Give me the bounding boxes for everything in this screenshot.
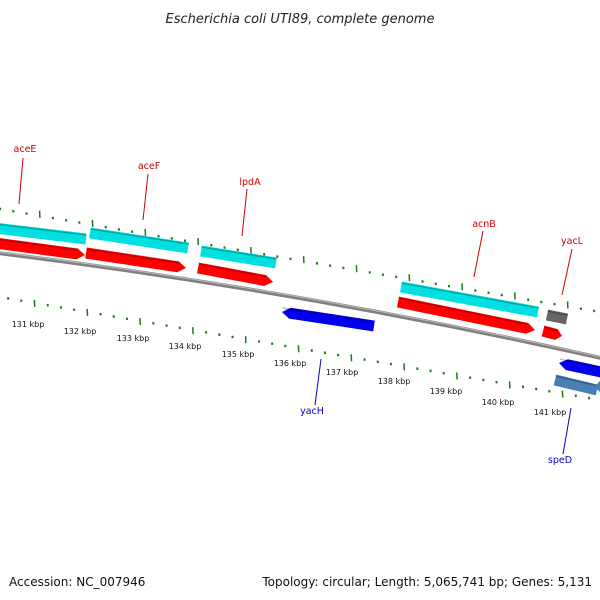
gene-leader-line: [241, 188, 248, 237]
gene-label: yacH: [300, 406, 324, 417]
gene-label: aceE: [14, 144, 37, 155]
cds-feature: [196, 262, 273, 286]
tick-label: 140 kbp: [482, 398, 515, 407]
gene-label: aceF: [138, 161, 160, 172]
tick-label: 137 kbp: [326, 368, 359, 377]
gene-leader-line: [473, 230, 484, 278]
tick-label: 139 kbp: [430, 387, 463, 396]
topology-text: Topology: circular; Length: 5,065,741 bp…: [261, 575, 592, 589]
genome-backbone-highlight: [0, 251, 600, 358]
gene-label: speD: [548, 455, 572, 466]
gene-label: acnB: [472, 219, 496, 230]
tick-label: 135 kbp: [222, 350, 255, 359]
accession-text: Accession: NC_007946: [9, 575, 145, 589]
tick-label-track: 131 kbp 132 kbp 133 kbp 134 kbp 135 kbp 136 k…: [12, 320, 567, 417]
feature-track: [0, 223, 600, 396]
gene-feature: [89, 227, 189, 254]
gene-leader-line: [314, 358, 322, 406]
tick-label: 131 kbp: [12, 320, 45, 329]
tick-label: 141 kbp: [534, 408, 567, 417]
cds-feature: [0, 238, 85, 260]
tick-label: 134 kbp: [169, 342, 202, 351]
tick-label: 132 kbp: [64, 327, 97, 336]
gene-feature: [545, 309, 569, 325]
outer-tick-track: [0, 207, 596, 313]
gene-leader-line: [561, 248, 573, 296]
gene-feature: [200, 245, 277, 269]
gene-label-track: aceE aceF lpdA acnB yacL yacH speD: [14, 144, 584, 466]
cds-feature: [541, 325, 562, 340]
cds-feature: [282, 307, 375, 332]
cds-feature: [559, 358, 600, 378]
cds-feature: [396, 296, 535, 334]
gene-leader-line: [562, 407, 572, 455]
gene-feature: [553, 374, 599, 396]
tick-label: 138 kbp: [378, 377, 411, 386]
gene-feature: [0, 223, 87, 245]
cds-feature: [85, 247, 186, 273]
gene-label: yacL: [561, 236, 584, 247]
inner-tick-track: [7, 297, 591, 400]
map-title: Escherichia coli UTI89, complete genome: [166, 12, 435, 27]
gene-feature: [594, 380, 600, 393]
gene-label: lpdA: [239, 177, 261, 188]
genome-backbone: [0, 251, 600, 360]
gene-feature: [400, 281, 539, 318]
tick-label: 133 kbp: [117, 334, 150, 343]
tick-label: 136 kbp: [274, 359, 307, 368]
gene-leader-line: [18, 157, 24, 205]
gene-leader-line: [142, 173, 149, 221]
